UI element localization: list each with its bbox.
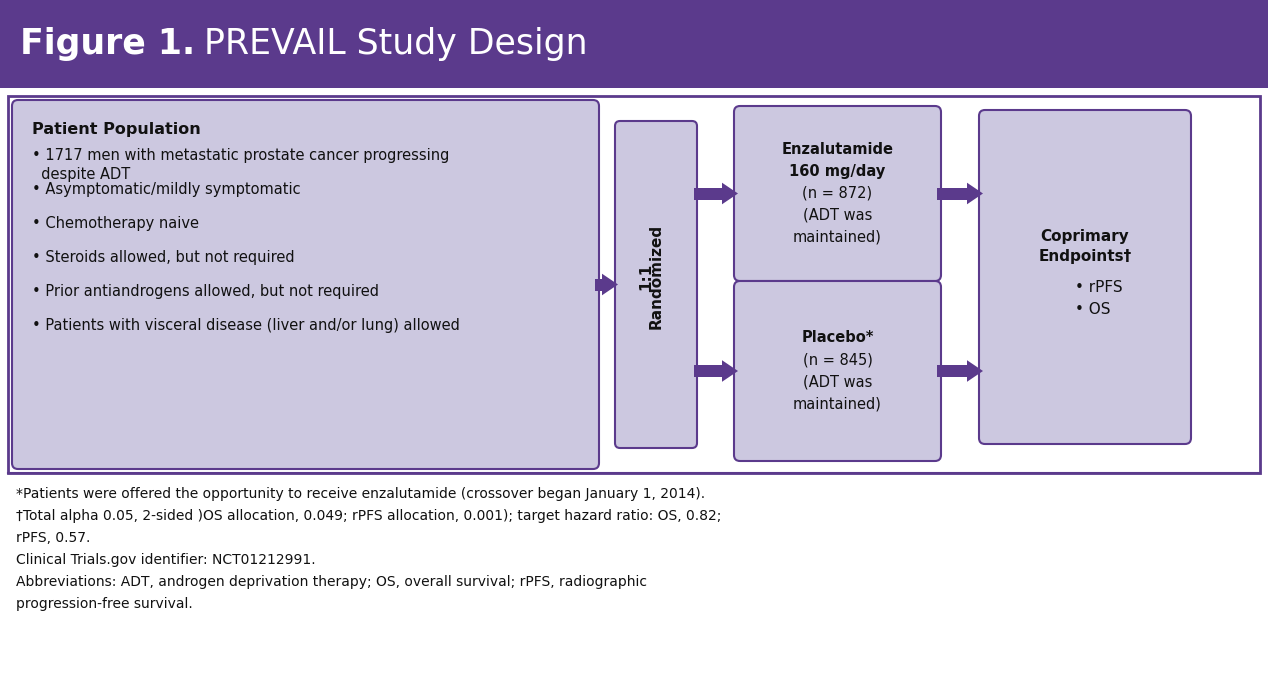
Text: Figure 1.: Figure 1. (20, 27, 195, 61)
Polygon shape (602, 273, 618, 295)
Text: • 1717 men with metastatic prostate cancer progressing
  despite ADT: • 1717 men with metastatic prostate canc… (32, 148, 449, 182)
Text: Randomized: Randomized (648, 224, 663, 329)
Polygon shape (967, 183, 983, 205)
FancyBboxPatch shape (0, 0, 1268, 88)
Text: (n = 872): (n = 872) (803, 186, 872, 201)
Text: • Steroids allowed, but not required: • Steroids allowed, but not required (32, 250, 294, 265)
Polygon shape (694, 188, 721, 200)
Text: • Prior antiandrogens allowed, but not required: • Prior antiandrogens allowed, but not r… (32, 284, 379, 299)
Polygon shape (937, 365, 967, 377)
FancyBboxPatch shape (734, 106, 941, 281)
FancyBboxPatch shape (11, 100, 598, 469)
Text: Endpoints†: Endpoints† (1038, 250, 1131, 265)
Text: PREVAIL Study Design: PREVAIL Study Design (193, 27, 587, 61)
Text: †Total alpha 0.05, 2-sided )OS allocation, 0.049; rPFS allocation, 0.001); targe: †Total alpha 0.05, 2-sided )OS allocatio… (16, 509, 721, 523)
Text: • Chemotherapy naive: • Chemotherapy naive (32, 216, 199, 231)
Text: progression-free survival.: progression-free survival. (16, 597, 193, 611)
Polygon shape (721, 183, 738, 205)
Text: Coprimary: Coprimary (1041, 230, 1130, 244)
FancyBboxPatch shape (979, 110, 1191, 444)
Text: 1:1: 1:1 (639, 263, 653, 290)
Polygon shape (967, 360, 983, 382)
Text: Enzalutamide: Enzalutamide (781, 142, 894, 157)
Text: Abbreviations: ADT, androgen deprivation therapy; OS, overall survival; rPFS, ra: Abbreviations: ADT, androgen deprivation… (16, 575, 647, 589)
Text: (ADT was: (ADT was (803, 375, 872, 389)
Text: (n = 845): (n = 845) (803, 352, 872, 367)
Text: rPFS, 0.57.: rPFS, 0.57. (16, 531, 90, 545)
Text: • rPFS: • rPFS (1075, 279, 1122, 294)
Text: *Patients were offered the opportunity to receive enzalutamide (crossover began : *Patients were offered the opportunity t… (16, 487, 705, 501)
Polygon shape (937, 188, 967, 200)
Text: Patient Population: Patient Population (32, 122, 200, 137)
FancyBboxPatch shape (615, 121, 697, 448)
Polygon shape (721, 360, 738, 382)
Polygon shape (694, 365, 721, 377)
Text: Clinical Trials.gov identifier: NCT01212991.: Clinical Trials.gov identifier: NCT01212… (16, 553, 316, 567)
Text: Placebo*: Placebo* (801, 331, 874, 346)
Text: • Patients with visceral disease (liver and/or lung) allowed: • Patients with visceral disease (liver … (32, 318, 460, 333)
Text: • OS: • OS (1075, 302, 1111, 317)
Text: maintained): maintained) (792, 396, 883, 412)
FancyBboxPatch shape (8, 96, 1260, 473)
Text: 160 mg/day: 160 mg/day (790, 164, 885, 179)
Text: maintained): maintained) (792, 230, 883, 245)
Polygon shape (595, 279, 602, 290)
FancyBboxPatch shape (734, 281, 941, 461)
Text: (ADT was: (ADT was (803, 208, 872, 223)
Text: • Asymptomatic/mildly symptomatic: • Asymptomatic/mildly symptomatic (32, 182, 301, 197)
